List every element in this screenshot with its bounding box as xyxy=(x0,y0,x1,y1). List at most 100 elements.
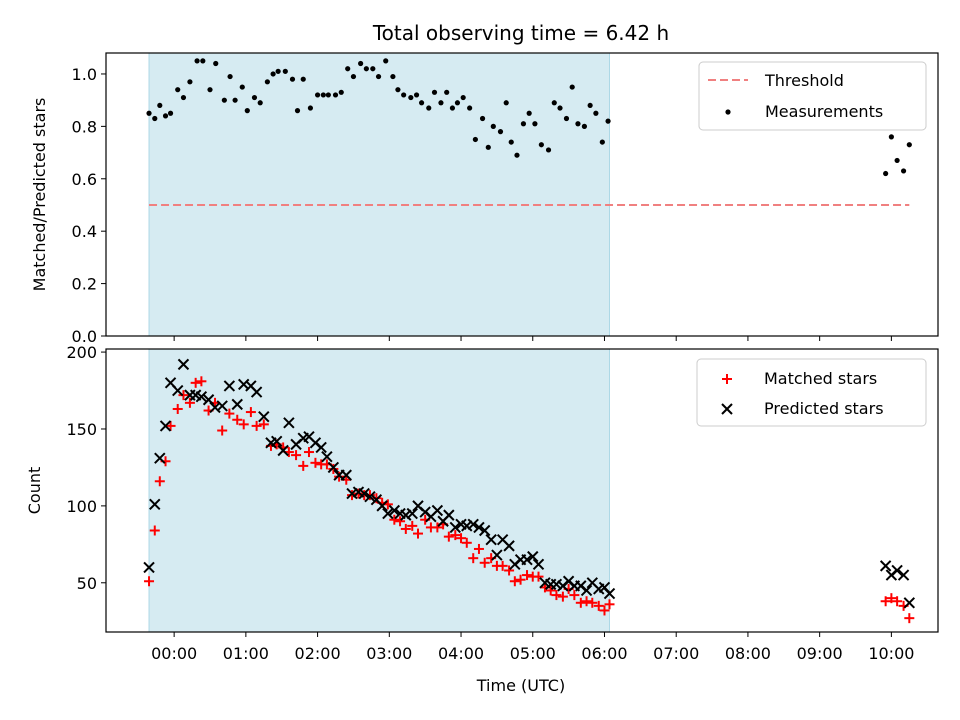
matched-star-point xyxy=(479,557,490,568)
measurement-point xyxy=(180,94,187,101)
predicted-stars-points xyxy=(143,358,916,609)
measurement-point xyxy=(213,60,219,67)
y-tick-label: 0.8 xyxy=(72,117,97,136)
matched-star-point xyxy=(217,425,228,436)
measurement-point xyxy=(569,84,575,90)
top-y-axis-label: Matched/Predicted stars xyxy=(30,98,49,292)
matched-star-point xyxy=(334,471,345,482)
predicted-star-point xyxy=(270,435,283,447)
matched-star-point xyxy=(880,596,891,607)
measurement-point xyxy=(325,92,331,98)
matched-star-point xyxy=(575,597,586,608)
measurement-point xyxy=(408,94,414,101)
legend-predicted-label: Predicted stars xyxy=(764,399,884,418)
predicted-star-point xyxy=(603,587,616,600)
measurement-point xyxy=(479,115,486,122)
predicted-star-point xyxy=(159,420,172,432)
legend-threshold-label: Threshold xyxy=(764,71,844,90)
measurement-point xyxy=(338,89,344,95)
measurement-point xyxy=(232,97,238,103)
measurement-point xyxy=(239,84,245,90)
matched-star-point xyxy=(551,590,562,601)
predicted-star-point xyxy=(195,390,208,403)
measurement-point xyxy=(532,121,538,127)
measurement-point xyxy=(363,66,369,72)
matched-star-point xyxy=(196,376,207,387)
measurement-point xyxy=(175,87,181,93)
predicted-star-point xyxy=(250,386,263,398)
predicted-star-point xyxy=(177,358,190,371)
measurement-point xyxy=(187,79,193,85)
measurement-point xyxy=(244,108,250,114)
measurement-point xyxy=(557,105,563,111)
matched-star-point xyxy=(432,522,443,533)
predicted-star-point xyxy=(443,509,455,521)
matched-star-point xyxy=(232,414,243,425)
predicted-star-point xyxy=(315,441,327,454)
predicted-star-point xyxy=(143,561,155,574)
matched-star-point xyxy=(407,520,418,531)
predicted-star-point xyxy=(172,384,184,397)
predicted-star-point xyxy=(473,521,485,534)
top-legend: Threshold Measurements xyxy=(698,61,927,131)
predicted-star-point xyxy=(532,558,545,571)
predicted-star-point xyxy=(891,564,903,577)
measurement-point xyxy=(167,110,174,116)
measurement-point xyxy=(294,108,301,114)
measurement-point xyxy=(438,100,444,106)
y-tick-label: 50 xyxy=(77,574,97,593)
measurement-point xyxy=(593,110,599,116)
predicted-star-point xyxy=(431,504,444,517)
predicted-star-point xyxy=(376,500,388,512)
measurement-point xyxy=(563,115,570,122)
measurement-point xyxy=(332,92,339,98)
measurement-point xyxy=(538,142,544,148)
predicted-star-point xyxy=(879,560,892,572)
x-tick-label: 05:00 xyxy=(510,644,556,663)
x-axis-label: Time (UTC) xyxy=(476,676,565,695)
y-tick-label: 0.0 xyxy=(72,327,97,346)
measurement-point xyxy=(270,71,276,77)
bottom-x-ticks: 00:00 01:00 02:00 03:00 04:00 05:00 06:00 07:00… xyxy=(151,632,914,663)
legend-matched-swatch xyxy=(722,374,732,384)
measurement-point xyxy=(282,68,288,74)
x-tick-label: 03:00 xyxy=(366,644,412,663)
matched-star-point xyxy=(468,553,479,564)
measurement-point xyxy=(207,87,213,93)
measurement-point xyxy=(375,73,382,80)
y-tick-label: 1.0 xyxy=(72,65,97,84)
matched-star-point xyxy=(291,450,302,461)
predicted-star-point xyxy=(903,597,916,609)
matched-star-point xyxy=(569,590,580,601)
legend-matched-label: Matched stars xyxy=(764,369,877,388)
top-y-ticks: 0.0 0.2 0.4 0.6 0.8 1.0 xyxy=(72,65,106,346)
measurement-point xyxy=(490,123,496,129)
measurement-point xyxy=(514,152,520,158)
matched-star-point xyxy=(154,476,165,487)
measurement-point xyxy=(314,92,321,98)
measurement-point xyxy=(426,105,432,111)
matched-star-point xyxy=(353,488,364,499)
measurement-point xyxy=(300,76,306,82)
top-panel: 0.0 0.2 0.4 0.6 0.8 1.0 Matched/Predicted sta… xyxy=(30,52,939,346)
measurement-point xyxy=(194,58,200,64)
measurement-point xyxy=(545,147,552,153)
matched-star-point xyxy=(587,597,598,608)
measurement-point xyxy=(581,123,588,129)
x-tick-label: 06:00 xyxy=(581,644,627,663)
matched-star-point xyxy=(258,419,269,430)
predicted-star-point xyxy=(223,380,236,392)
measurements-points xyxy=(146,58,912,177)
bottom-y-axis-label: Count xyxy=(25,467,44,515)
matched-star-point xyxy=(389,514,400,525)
measurement-point xyxy=(418,100,425,106)
measurement-point xyxy=(275,68,281,74)
predicted-star-point xyxy=(321,450,333,463)
bottom-axes-frame xyxy=(105,348,939,633)
predicted-star-point xyxy=(491,549,503,561)
measurement-point xyxy=(157,102,163,109)
predicted-star-point xyxy=(154,452,166,464)
predicted-star-point xyxy=(340,469,352,481)
measurement-point xyxy=(454,100,461,106)
matched-star-point xyxy=(224,408,235,419)
